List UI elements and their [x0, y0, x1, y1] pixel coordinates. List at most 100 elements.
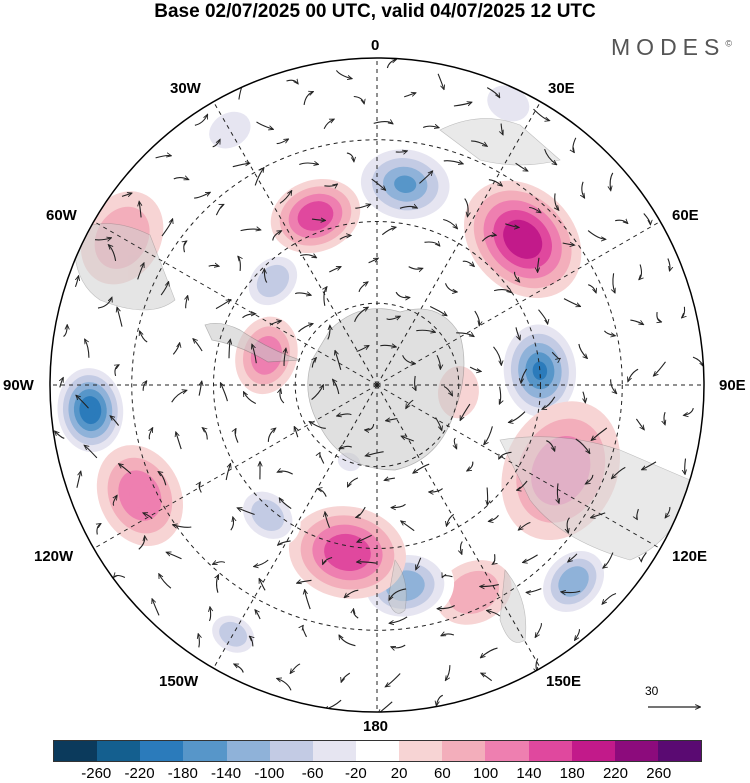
wind-vector	[355, 204, 370, 209]
colorbar-swatch	[571, 741, 615, 761]
wind-vector	[194, 115, 208, 126]
wind-vector	[546, 440, 554, 451]
wind-vector	[117, 308, 123, 327]
wind-vector	[244, 392, 257, 404]
wind-vector	[437, 605, 455, 609]
wind-vector	[533, 108, 550, 120]
wind-vector	[567, 517, 570, 533]
colorbar-swatch	[528, 741, 572, 761]
colorbar-tick-label: -220	[124, 765, 155, 782]
wind-vector	[639, 264, 641, 280]
wind-vector	[357, 534, 372, 542]
brand-text: MODES	[611, 34, 726, 60]
wind-vector	[591, 512, 606, 518]
colorbar-swatch	[355, 741, 400, 761]
wind-vector	[447, 513, 455, 525]
wind-vector	[357, 562, 377, 563]
wind-vector	[255, 610, 261, 620]
wind-vector	[657, 312, 661, 322]
wind-vector	[176, 432, 182, 450]
wind-vector	[173, 525, 192, 528]
wind-vector	[395, 151, 407, 152]
wind-vector	[161, 219, 173, 237]
wind-vector	[395, 291, 409, 298]
wind-vector	[587, 230, 605, 240]
wind-vector	[143, 381, 146, 391]
wind-vector	[140, 331, 148, 343]
wind-vector	[493, 346, 502, 365]
wind-vector	[514, 271, 520, 282]
colorbar-tick-label: -100	[254, 765, 285, 782]
wind-vector	[348, 477, 359, 487]
wind-vector	[523, 554, 538, 563]
wind-vector	[563, 298, 580, 307]
anomaly-contour	[219, 120, 241, 140]
wind-vector	[464, 198, 468, 217]
wind-vector	[159, 574, 172, 589]
wind-vector	[471, 140, 487, 146]
wind-vector	[198, 634, 199, 648]
wind-vector	[230, 517, 234, 531]
wind-vector	[324, 287, 327, 306]
lon-label-120e: 120E	[672, 548, 708, 565]
wind-vector	[172, 343, 179, 355]
africa-land	[439, 118, 561, 166]
anomaly-contour	[264, 272, 282, 290]
wind-vector	[441, 634, 455, 636]
map-boundary	[49, 57, 705, 713]
wind-vector	[63, 325, 68, 337]
lon-label-90e: 90E	[719, 377, 746, 394]
anomaly-contour	[226, 628, 241, 641]
anomaly-cell	[51, 361, 129, 460]
wind-vector	[229, 340, 230, 359]
wind-vector	[521, 368, 528, 383]
wind-vector	[456, 333, 474, 337]
colorbar-swatch	[183, 741, 227, 761]
wind-vector	[443, 161, 463, 164]
wind-vector	[682, 306, 685, 318]
wind-vector	[345, 589, 359, 597]
wind-vector	[667, 258, 670, 271]
wind-vector	[297, 580, 312, 583]
wind-vector	[139, 202, 141, 218]
wind-vector	[610, 172, 614, 190]
wind-vector	[481, 235, 496, 242]
wind-vector	[467, 461, 474, 471]
wind-vector	[583, 391, 585, 403]
wind-vector	[209, 607, 210, 622]
wind-vector	[276, 139, 289, 145]
anomaly-contour	[565, 573, 582, 590]
wind-vector	[493, 290, 511, 293]
wind-vector	[391, 503, 406, 507]
wind-vector	[85, 339, 90, 358]
colorbar	[53, 740, 702, 762]
wind-vector	[454, 437, 456, 448]
wind-vector	[460, 403, 471, 420]
wind-vector	[217, 575, 219, 593]
lon-label-90w: 90W	[3, 377, 34, 394]
latitude-circle	[131, 139, 623, 631]
wind-vector	[664, 411, 665, 424]
wind-vector	[160, 282, 168, 296]
wind-vector	[443, 218, 457, 229]
wind-vector	[193, 339, 203, 352]
wind-vector	[402, 436, 414, 442]
wind-vector	[517, 480, 528, 490]
wind-vector	[114, 575, 126, 577]
wind-vector	[299, 163, 318, 165]
wind-vector	[55, 431, 65, 439]
wind-vector	[505, 223, 518, 228]
wind-vector	[443, 385, 452, 396]
wind-vector	[578, 343, 587, 358]
lon-label-120w: 120W	[34, 548, 74, 565]
wind-vector	[215, 300, 231, 310]
lon-label-30w: 30W	[170, 80, 201, 97]
wind-vector	[575, 629, 580, 640]
colorbar-swatch	[614, 741, 658, 761]
anomaly-field	[50, 58, 704, 712]
lon-label-150w: 150W	[159, 673, 199, 690]
wind-vector	[415, 375, 416, 390]
wind-vector	[519, 521, 531, 530]
wind-vector	[378, 701, 393, 712]
colorbar-swatch	[54, 741, 98, 761]
